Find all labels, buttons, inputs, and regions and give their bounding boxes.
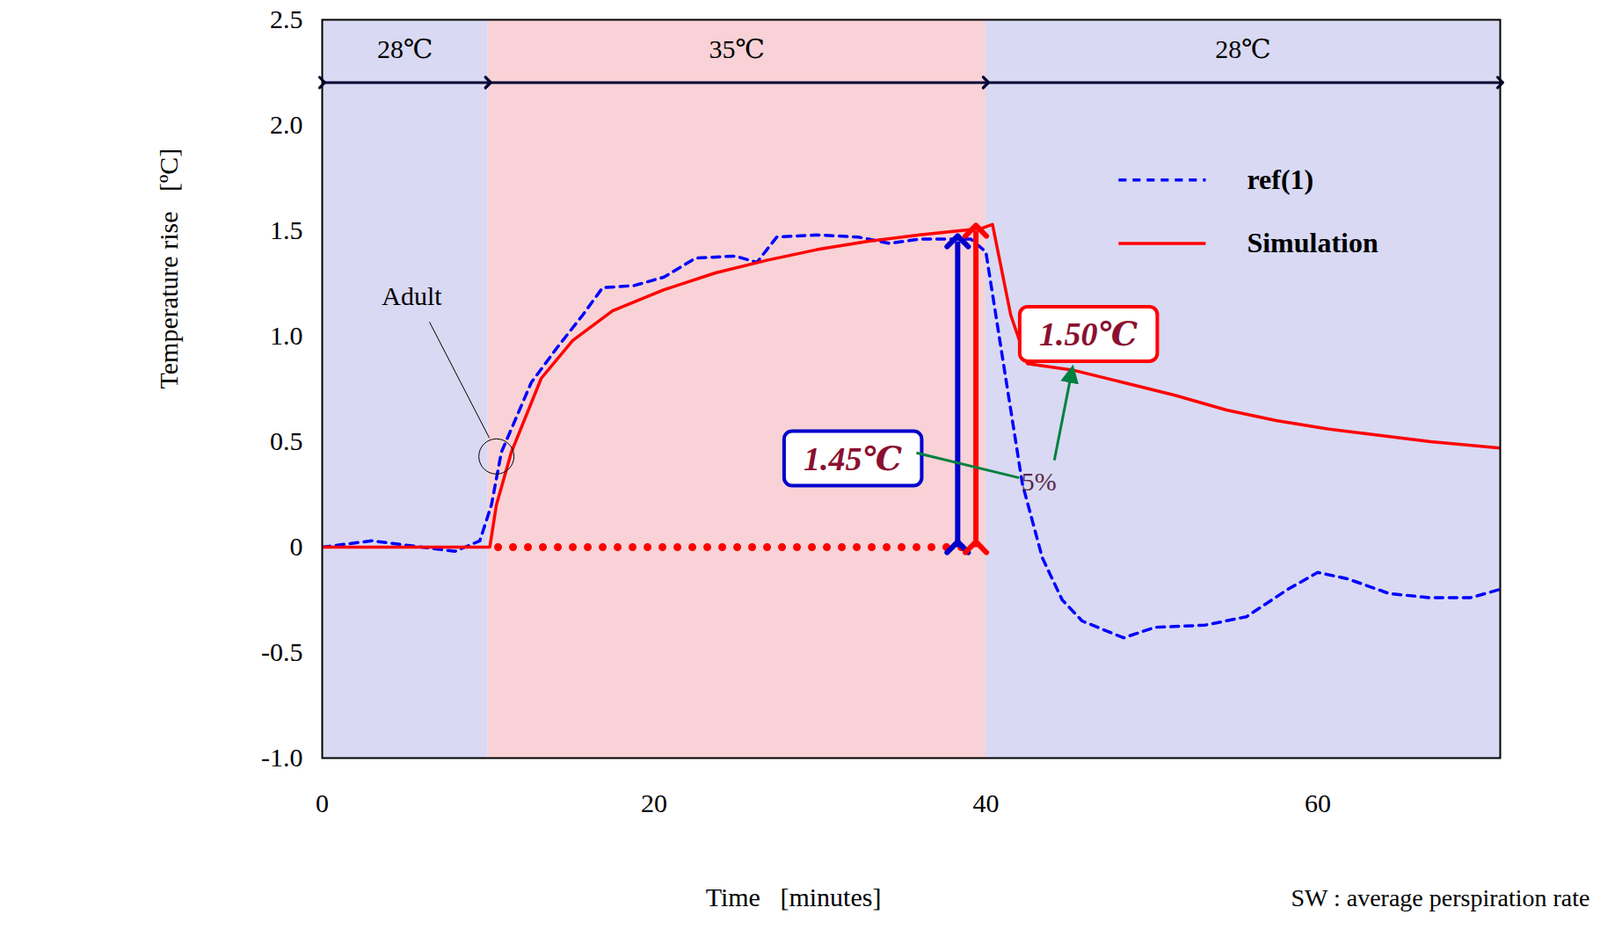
svg-text:28℃: 28℃ [377,34,434,64]
svg-text:Temperature rise [ºC]: Temperature rise [ºC] [153,148,183,390]
svg-text:0: 0 [290,531,304,561]
svg-text:5%: 5% [1021,466,1057,496]
svg-text:1.45℃: 1.45℃ [803,440,903,478]
svg-text:1.5: 1.5 [269,215,304,245]
svg-text:40: 40 [972,788,999,818]
svg-text:2.5: 2.5 [269,4,304,34]
svg-text:-0.5: -0.5 [261,637,304,667]
svg-text:35℃: 35℃ [709,34,766,64]
svg-text:0.5: 0.5 [269,426,304,456]
svg-text:ref(1): ref(1) [1246,163,1314,196]
svg-text:Adult: Adult [381,281,443,311]
svg-text:20: 20 [640,788,668,818]
svg-text:SW : average perspiration rate: SW : average perspiration rate [1290,884,1590,912]
svg-text:1.0: 1.0 [269,320,304,350]
svg-text:Time [minutes]: Time [minutes] [705,882,882,912]
svg-text:60: 60 [1304,788,1331,818]
svg-text:1.50℃: 1.50℃ [1039,315,1139,353]
svg-text:28℃: 28℃ [1214,34,1272,64]
svg-text:-1.0: -1.0 [261,742,304,772]
svg-text:Simulation: Simulation [1246,226,1379,259]
svg-text:0: 0 [315,788,329,818]
svg-text:2.0: 2.0 [269,109,304,139]
